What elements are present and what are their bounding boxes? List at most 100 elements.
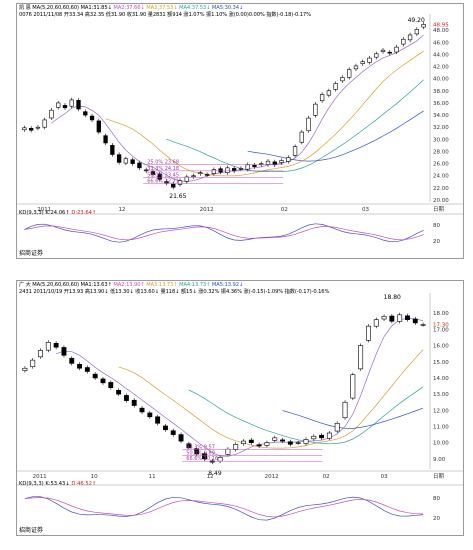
candle-body — [360, 61, 365, 64]
candle-body — [353, 65, 359, 70]
y-tick-label: 42.00 — [433, 65, 449, 71]
x-tick-label: 02 — [323, 474, 330, 480]
candle-body — [218, 168, 223, 173]
candle-body — [358, 345, 364, 370]
ma-line-1 — [55, 318, 424, 457]
candle-body — [365, 325, 371, 341]
candle-body — [69, 99, 74, 107]
kdj-d: D:23.64↑ — [71, 210, 97, 216]
candle-body — [69, 357, 75, 364]
fib-label: 25.0% 23.68 — [147, 160, 179, 166]
candle-body — [123, 395, 129, 401]
candle-body — [22, 367, 28, 371]
candle-body — [194, 448, 200, 455]
candle-body — [164, 181, 169, 184]
candle-body — [272, 161, 277, 166]
ma-line-1 — [51, 34, 424, 182]
ma30-value: MA4:13.73↑ — [179, 282, 211, 288]
candle-body — [139, 407, 145, 413]
candle-body — [49, 109, 54, 119]
fib-label: 66.6% 10.16 — [186, 456, 218, 462]
y-tick-label: 48.00 — [433, 28, 449, 34]
candle-body — [389, 315, 395, 322]
candle-body — [131, 399, 137, 406]
x-tick-label: 2011 — [37, 207, 51, 213]
candle-body — [22, 127, 27, 131]
ma-line-4 — [247, 110, 424, 162]
candle-body — [186, 443, 192, 448]
y-tick-label: 16.00 — [433, 344, 449, 350]
candle-body — [204, 174, 210, 176]
candle-body — [96, 120, 101, 133]
x-tick-label: 12 — [207, 474, 214, 480]
candle-body — [170, 430, 176, 435]
fib-label: 33.3% 9.57 — [186, 444, 215, 450]
candle-body — [311, 435, 317, 440]
y-tick-label: 44.00 — [433, 52, 449, 58]
candle-body — [387, 51, 392, 54]
last-price-label: 17.30 — [433, 323, 449, 329]
kdj-k: K:24.06↑ — [45, 210, 70, 216]
candle-body — [405, 315, 410, 320]
candle-body — [292, 146, 298, 156]
ma5-value: MA1:13.63↑ — [80, 282, 112, 288]
candle-body — [264, 442, 270, 446]
ma-line-2 — [118, 349, 424, 449]
candle-chart-top: 48.00 46.00 44.00 42.00 40.00 38.00 36.00 34.00… — [17, 14, 463, 245]
broker-label: 招商证券 — [19, 527, 44, 534]
candle-body — [92, 373, 98, 379]
x-tick-label: 2012 — [200, 207, 214, 213]
candle-body — [342, 401, 348, 419]
candle-body — [407, 34, 413, 41]
candle-body — [286, 157, 291, 162]
k-line — [24, 496, 424, 521]
kdj-tick-label: 20 — [433, 239, 440, 245]
candle-body — [38, 350, 43, 358]
candle-body — [191, 175, 196, 178]
y-tick-label: 22.00 — [433, 186, 449, 192]
ma30-value: MA4:37.53↓ — [179, 5, 211, 11]
candle-body — [45, 342, 51, 351]
y-tick-label: 38.00 — [433, 89, 449, 95]
y-tick-label: 34.00 — [433, 113, 449, 119]
ma-line-3 — [166, 79, 424, 173]
y-tick-label: 26.00 — [433, 162, 449, 168]
high-price-label: 49.20 — [408, 17, 425, 24]
x-tick-label: 2011 — [33, 474, 47, 480]
candle-body — [272, 437, 278, 441]
candle-body — [35, 126, 41, 129]
candle-body — [103, 135, 108, 144]
candle-body — [62, 105, 68, 109]
candle-body — [30, 359, 36, 367]
candle-body — [319, 94, 325, 102]
candle-body — [340, 77, 345, 82]
candle-body — [265, 160, 271, 165]
x-tick-label: 03 — [362, 207, 369, 213]
candle-body — [116, 154, 122, 163]
candle-body — [319, 434, 325, 439]
candle-body — [89, 115, 95, 121]
kdj-k: K:53.43↓ — [45, 481, 70, 487]
candle-body — [178, 434, 184, 442]
ma20-value: MA3:13.73↑ — [146, 282, 178, 288]
kdj-header: KD(9,3,3) K:53.43↓ D:46.52↑ — [19, 481, 96, 487]
candle-body — [306, 117, 311, 132]
fib-label: 66.6% 22.71 — [147, 179, 179, 185]
candle-body — [209, 460, 215, 463]
kdj-tick-label: 20 — [433, 516, 440, 522]
last-price-label: 48.95 — [433, 22, 449, 28]
candle-body — [397, 314, 403, 322]
candle-body — [350, 374, 356, 399]
candle-body — [110, 144, 115, 155]
kdj-d: D:46.52↑ — [71, 481, 97, 487]
candle-body — [420, 324, 426, 326]
candle-body — [211, 169, 217, 174]
candle-body — [150, 171, 156, 175]
candle-body — [61, 347, 67, 356]
high-price-label: 18.80 — [384, 294, 401, 301]
y-tick-label: 12.00 — [433, 408, 449, 414]
y-tick-label: 18.00 — [433, 311, 449, 317]
candle-body — [184, 176, 189, 182]
candle-body — [77, 364, 83, 369]
ma-label: MA(5,20,60,60,60) — [32, 5, 79, 11]
